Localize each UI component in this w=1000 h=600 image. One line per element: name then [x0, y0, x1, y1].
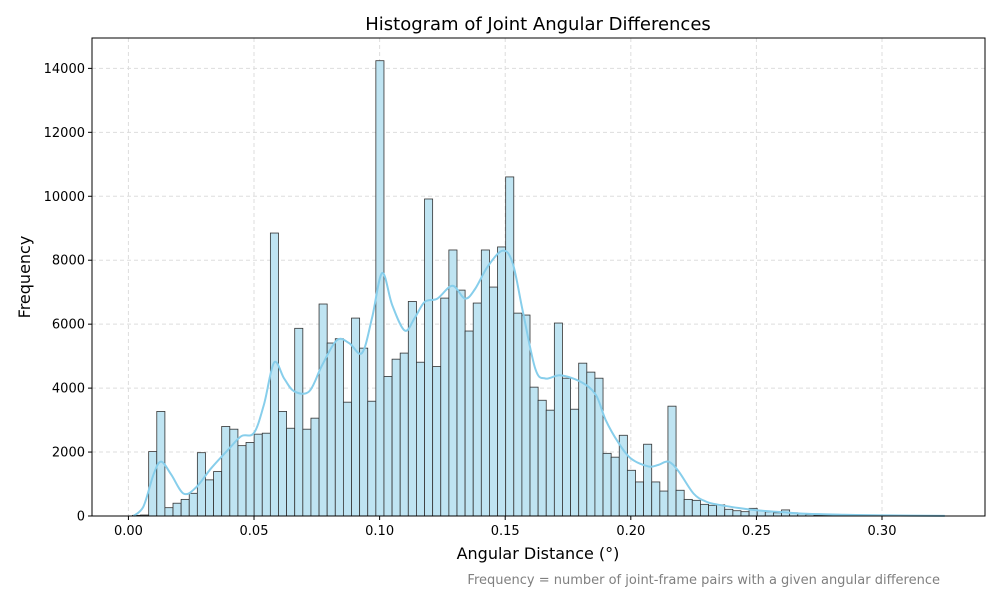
- histogram-bar: [359, 347, 369, 517]
- y-axis-ticks: 0 2000 4000 6000 8000 10000 12000 14000: [44, 62, 92, 525]
- histogram-bar: [237, 445, 247, 517]
- histogram-bar: [529, 386, 539, 517]
- x-tick-label: 0.10: [365, 524, 394, 539]
- histogram-bar: [594, 377, 604, 517]
- histogram-bar: [562, 377, 571, 517]
- y-tick-label: 0: [77, 510, 85, 525]
- histogram-bar: [635, 481, 645, 517]
- histogram-bar: [691, 499, 701, 517]
- histogram-bar: [464, 330, 474, 517]
- y-tick-label: 2000: [52, 446, 85, 461]
- histogram-bar: [253, 433, 263, 517]
- y-axis-label: Frequency: [15, 236, 34, 319]
- histogram-bar: [261, 432, 271, 517]
- histogram-bar: [651, 481, 661, 517]
- histogram-bar: [740, 511, 750, 517]
- histogram-bar: [553, 322, 563, 517]
- histogram-bar: [683, 498, 693, 517]
- histogram-bar: [497, 246, 507, 517]
- x-tick-label: 0.25: [742, 524, 771, 539]
- y-tick-label: 14000: [44, 62, 85, 77]
- x-tick-label: 0.00: [114, 524, 143, 539]
- histogram-bar: [383, 376, 393, 517]
- x-tick-label: 0.05: [240, 524, 269, 539]
- histogram-bar: [164, 507, 174, 517]
- histogram-bar: [407, 301, 417, 517]
- histogram-bar: [675, 489, 685, 517]
- histogram-bar: [416, 361, 425, 517]
- histogram-bar: [286, 427, 296, 517]
- y-tick-label: 12000: [44, 126, 85, 141]
- histogram-bar: [318, 303, 328, 517]
- histogram-bar: [643, 443, 653, 517]
- plot-frame: [91, 37, 986, 517]
- histogram-bar: [586, 371, 596, 517]
- histogram-bar: [699, 503, 709, 517]
- histogram-bar: [505, 176, 515, 517]
- histogram-bar: [245, 442, 255, 517]
- histogram-bar: [424, 198, 434, 517]
- histogram-bar: [221, 426, 231, 517]
- y-tick-label: 6000: [52, 318, 85, 333]
- histogram-bar: [334, 338, 344, 517]
- x-axis-ticks: 0.00 0.05 0.10 0.15 0.20 0.25 0.30: [114, 516, 897, 539]
- histogram-bar: [302, 428, 312, 517]
- chart-title: Histogram of Joint Angular Differences: [365, 14, 711, 35]
- footnote: Frequency = number of joint-frame pairs …: [467, 573, 940, 588]
- histogram-bar: [513, 312, 523, 517]
- histogram-bar: [602, 452, 612, 517]
- histogram-bar: [180, 498, 190, 517]
- histogram-bar: [205, 479, 214, 517]
- histogram-bar: [342, 401, 352, 517]
- x-tick-label: 0.15: [491, 524, 520, 539]
- histogram-bar: [489, 286, 498, 517]
- histogram-bar: [391, 358, 401, 517]
- histogram-bar: [578, 362, 588, 517]
- histogram-bar: [213, 471, 223, 517]
- histogram-bar: [278, 411, 288, 517]
- histogram-bar: [269, 232, 279, 517]
- y-tick-label: 8000: [52, 254, 85, 269]
- histogram-bar: [570, 408, 580, 517]
- histogram-bar: [480, 249, 490, 517]
- x-tick-label: 0.30: [868, 524, 897, 539]
- kde-curve: [132, 249, 945, 517]
- histogram-bar: [440, 297, 450, 517]
- histogram-bar: [172, 502, 182, 517]
- histogram-bar: [310, 417, 320, 517]
- histogram-bar: [626, 469, 636, 517]
- histogram-bar: [610, 456, 620, 517]
- histogram-bar: [472, 302, 482, 517]
- histogram-bar: [432, 366, 442, 517]
- histogram-bar: [448, 249, 458, 517]
- histogram-bar: [732, 510, 742, 517]
- histogram-bar: [708, 504, 718, 517]
- histogram-bar: [326, 342, 336, 517]
- histogram-bar: [188, 492, 198, 517]
- histogram-bar: [294, 327, 304, 517]
- y-tick-label: 10000: [44, 190, 85, 205]
- histogram-bar: [545, 409, 555, 517]
- histogram-bar: [456, 289, 466, 517]
- histogram-bar: [399, 352, 409, 517]
- histogram-bar: [659, 490, 669, 517]
- y-tick-label: 4000: [52, 382, 85, 397]
- histogram-bar: [367, 400, 377, 517]
- x-axis-label: Angular Distance (°): [457, 544, 620, 563]
- histogram-bars: [132, 60, 945, 517]
- x-tick-label: 0.20: [616, 524, 645, 539]
- histogram-bar: [724, 508, 734, 517]
- histogram-bar: [537, 399, 547, 517]
